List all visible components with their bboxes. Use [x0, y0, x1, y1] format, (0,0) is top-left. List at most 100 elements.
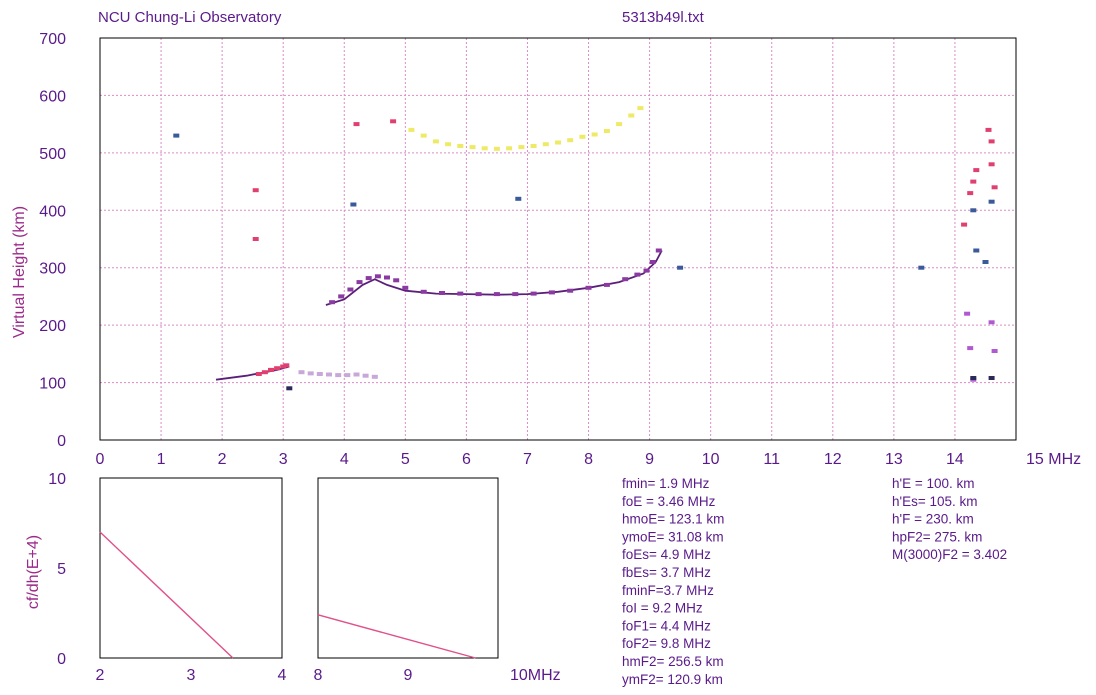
echo-point	[316, 372, 323, 376]
main-x-tick-label: 8	[584, 451, 593, 468]
echo-point	[338, 294, 345, 299]
echo-point	[988, 320, 995, 325]
echo-point	[350, 202, 357, 207]
echo-point	[173, 133, 180, 138]
echo-point	[261, 370, 268, 375]
echo-point	[481, 146, 488, 151]
sub1-x-tick-label: 2	[96, 667, 105, 684]
sub2-x-unit-label: 10MHz	[510, 667, 561, 684]
main-x-unit-label: 15 MHz	[1026, 451, 1081, 468]
echo-point	[252, 237, 259, 241]
echo-point	[512, 292, 519, 297]
echo-point	[353, 372, 360, 377]
echo-point	[365, 276, 372, 281]
echo-point	[457, 291, 464, 296]
echo-point	[432, 139, 439, 144]
echo-point	[298, 370, 305, 375]
sub1-x-tick-label: 4	[278, 667, 287, 684]
parameter-entry: h'E = 100. km	[892, 476, 975, 491]
echo-point	[542, 142, 549, 147]
echo-point	[445, 142, 452, 147]
parameter-entry: h'Es= 105. km	[892, 494, 978, 509]
echo-point	[991, 349, 998, 353]
echo-point	[988, 376, 995, 380]
echo-point	[252, 188, 259, 193]
sub1-plot-frame	[99, 477, 283, 659]
main-x-tick-labels: 0 1 2 3 4 5 6 7 8 9 10 11 12 13 14	[96, 451, 964, 468]
derivative-chart-low: 2 3 4 0 5 10 cf/dh(E+4)	[25, 471, 287, 684]
main-x-tick-label: 7	[523, 451, 532, 468]
main-ionogram-chart: 0 1 2 3 4 5 6 7 8 9 10 11 12 13 14 0100200300400500600…	[11, 31, 1081, 468]
main-y-tick-label: 400	[39, 203, 66, 220]
main-series-group	[173, 106, 998, 391]
parameter-entry: hpF2= 275. km	[892, 529, 982, 544]
echo-point	[643, 268, 650, 273]
echo-point	[353, 122, 360, 127]
parameter-entry: fbEs= 3.7 MHz	[622, 565, 711, 580]
main-y-tick-label: 500	[39, 146, 66, 163]
echo-point	[356, 280, 363, 285]
parameter-entry: foI = 9.2 MHz	[622, 601, 703, 616]
ionospheric-parameters-left: fmin= 1.9 MHz foE = 3.46 MHz hmoE= 123.1 k…	[622, 476, 724, 687]
echo-point	[457, 144, 464, 148]
echo-point	[603, 129, 610, 133]
echo-point	[585, 285, 592, 290]
parameter-entry: foF1= 4.4 MHz	[622, 618, 711, 633]
main-y-tick-label: 600	[39, 88, 66, 105]
parameter-entry: fminF=3.7 MHz	[622, 583, 714, 598]
echo-point	[530, 291, 537, 296]
ionospheric-parameters-right: h'E = 100. km h'Es= 105. km h'F = 230. km h…	[892, 476, 1007, 562]
echo-point	[973, 248, 980, 253]
observatory-title: NCU Chung-Li Observatory	[98, 9, 282, 26]
echo-point	[579, 134, 586, 139]
echo-point	[518, 145, 525, 150]
main-x-tick-label: 9	[645, 451, 654, 468]
echo-point	[988, 162, 995, 167]
main-grid	[100, 38, 1016, 440]
sub1-y-tick-label: 10	[48, 471, 66, 488]
derivative-chart-high: 8 9 10MHz	[314, 477, 561, 684]
echo-point	[515, 196, 522, 201]
echo-point	[964, 311, 971, 316]
echo-point	[616, 122, 623, 127]
echo-point	[408, 127, 415, 132]
echo-point	[286, 386, 293, 391]
echo-point	[255, 372, 262, 376]
echo-point	[384, 275, 390, 280]
sub1-y-tick-label: 5	[57, 561, 66, 578]
parameter-entry: M(3000)F2 = 3.402	[892, 547, 1007, 562]
main-x-tick-label: 2	[218, 451, 227, 468]
sub2-x-tick-label: 8	[314, 667, 323, 684]
sub1-y-tick-label: 0	[57, 651, 66, 668]
echo-point	[567, 288, 574, 293]
echo-point	[439, 291, 445, 295]
parameter-entry: ymF2= 120.9 km	[622, 672, 723, 687]
echo-point	[628, 113, 635, 118]
echo-point	[493, 146, 500, 151]
main-y-tick-labels: 0 100 200 300 400 500 600 700	[39, 31, 66, 450]
main-x-tick-label: 11	[763, 451, 780, 468]
main-y-tick-label: 300	[39, 261, 66, 278]
data-filename: 5313b49l.txt	[622, 9, 705, 26]
echo-point	[970, 376, 977, 380]
echo-point	[655, 248, 662, 253]
echo-point	[475, 292, 482, 297]
parameter-entry: h'F = 230. km	[892, 512, 974, 527]
main-x-tick-label: 12	[824, 451, 842, 468]
sub1-series-line	[99, 531, 234, 659]
echo-point	[649, 260, 656, 264]
echo-point	[344, 373, 351, 378]
main-y-tick-label: 0	[57, 433, 66, 450]
sub2-x-tick-label: 9	[404, 667, 413, 684]
echo-point	[967, 346, 974, 351]
echo-point	[637, 106, 644, 111]
echo-point	[961, 222, 968, 227]
sub1-y-axis-label: cf/dh(E+4)	[25, 535, 42, 609]
echo-point	[967, 191, 974, 196]
echo-point	[591, 132, 598, 137]
echo-point	[493, 292, 500, 297]
main-y-tick-label: 200	[39, 318, 66, 335]
parameter-entry: fmin= 1.9 MHz	[622, 476, 710, 491]
echo-point	[988, 139, 995, 144]
